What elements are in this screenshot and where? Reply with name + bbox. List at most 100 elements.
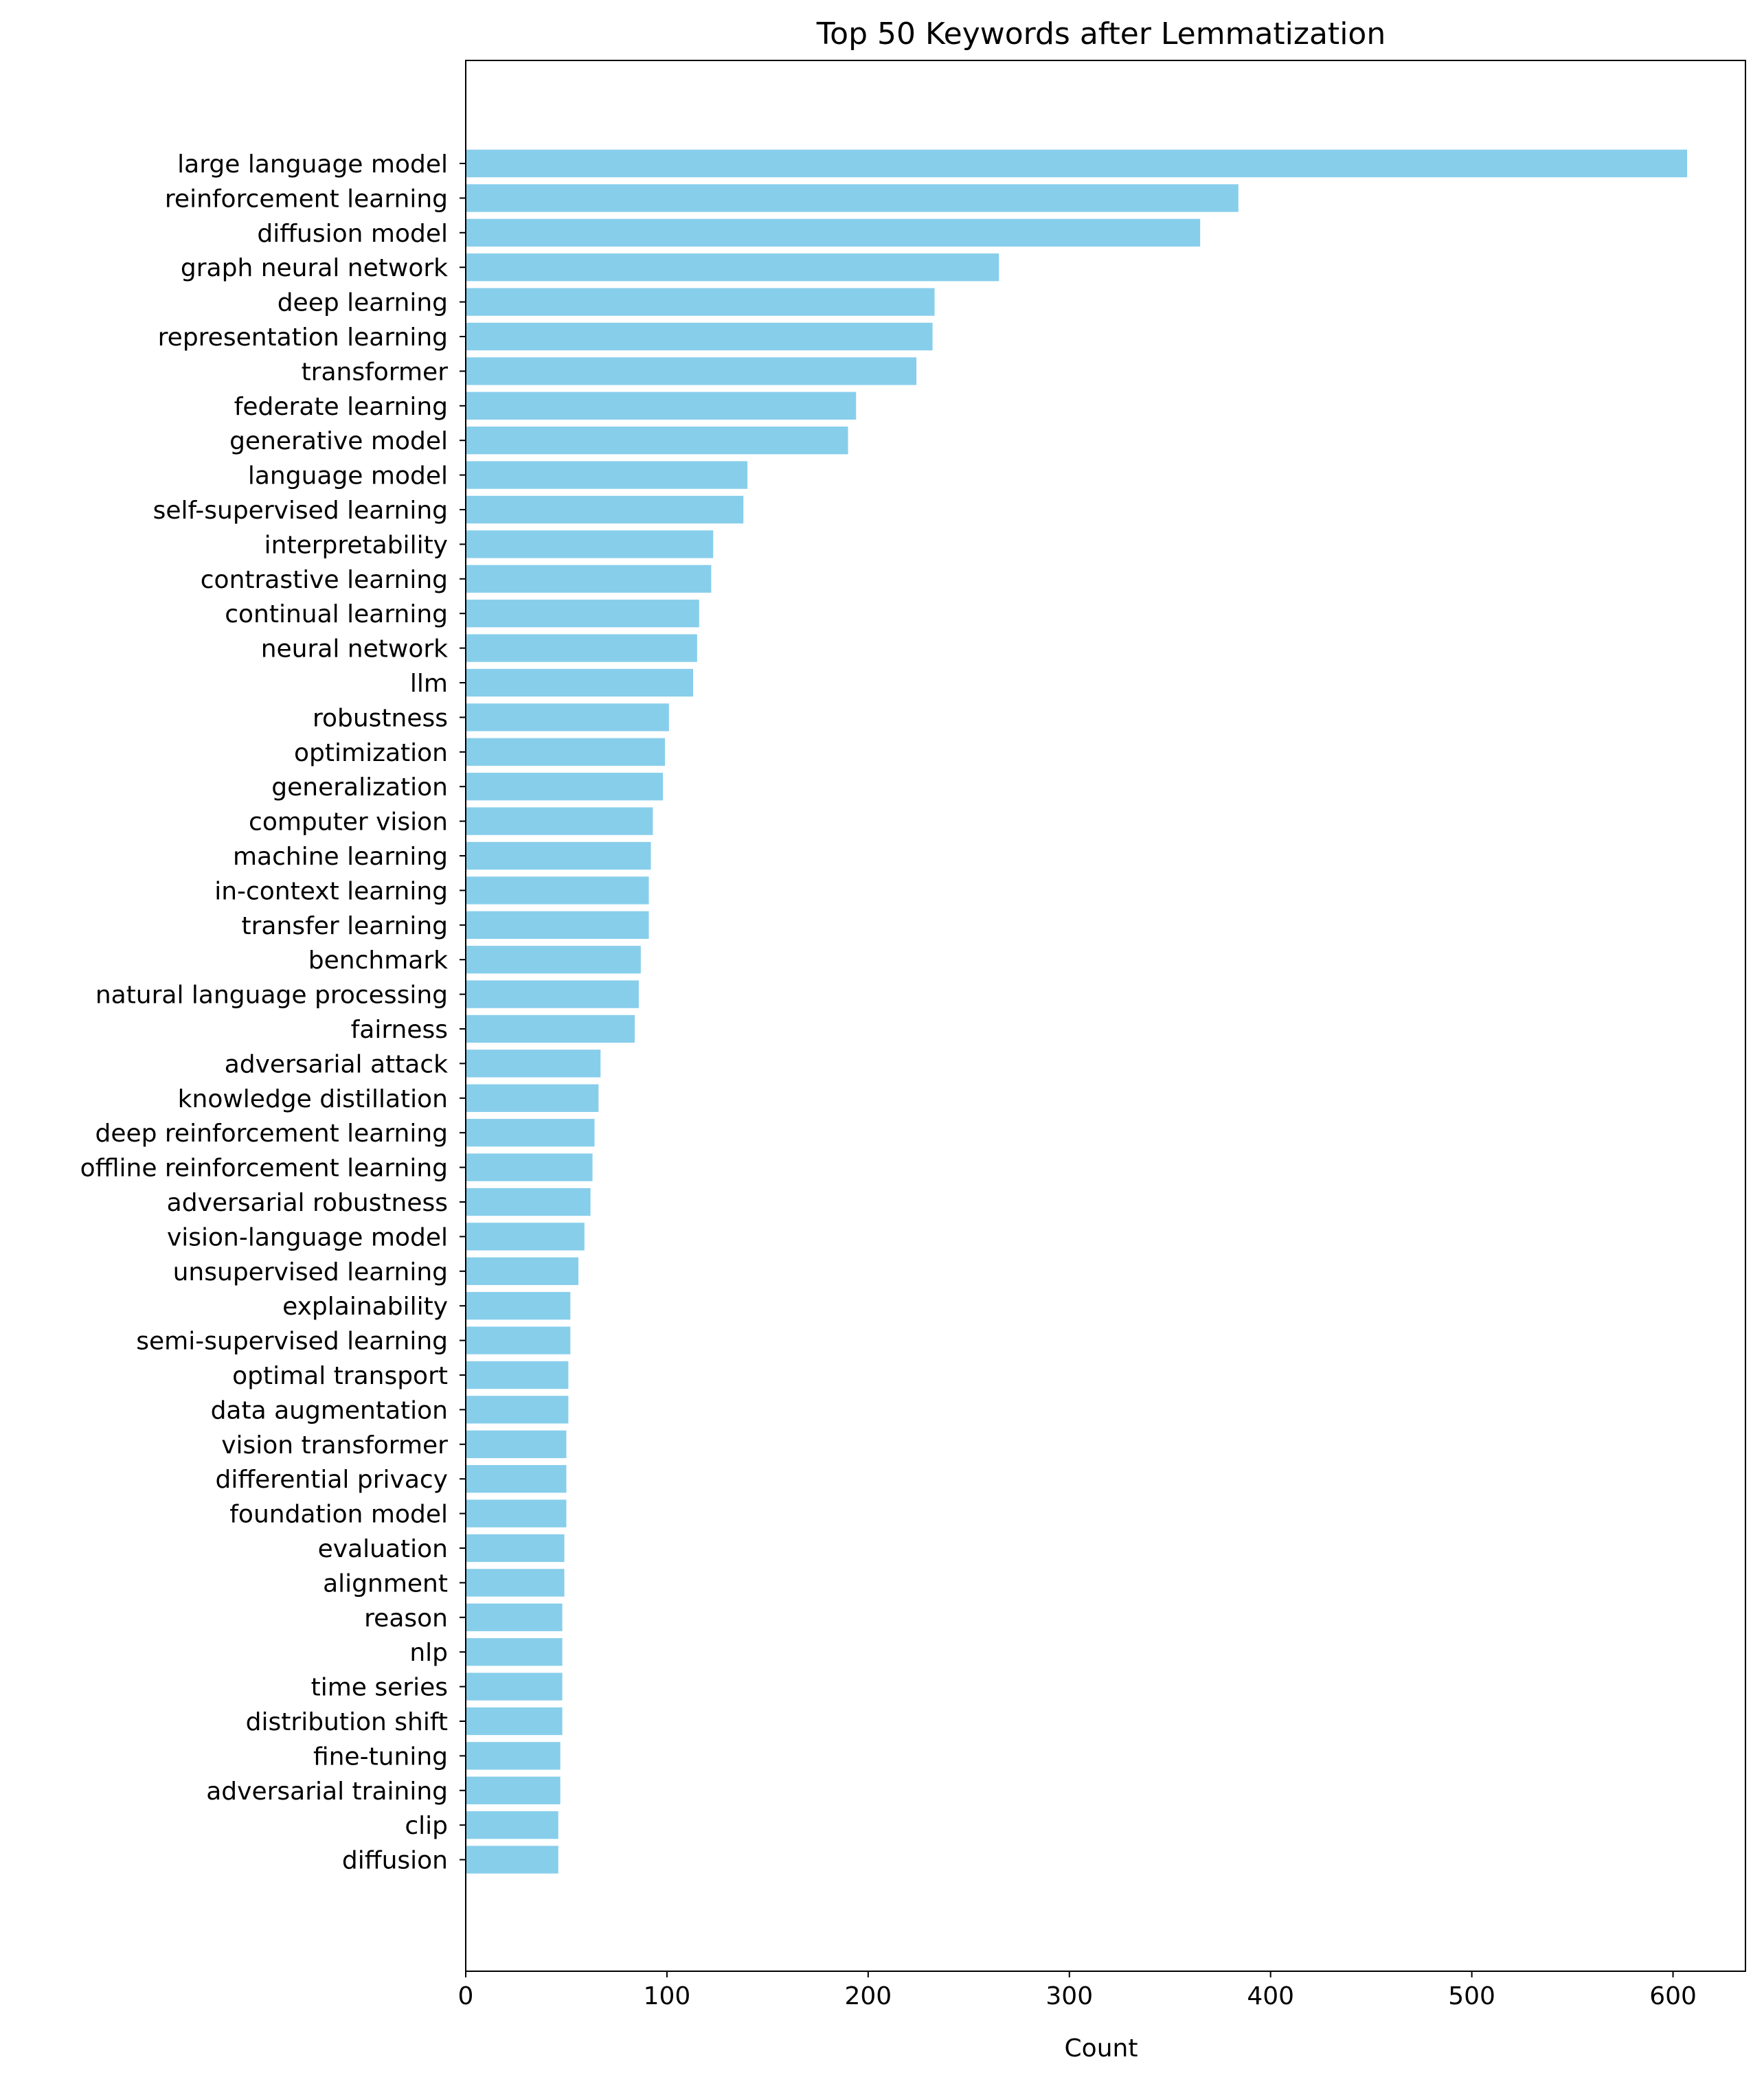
bar (466, 1742, 561, 1770)
x-tick-label: 100 (644, 1982, 691, 2010)
y-tick-label: data augmentation (211, 1396, 448, 1425)
y-tick-label: reinforcement learning (165, 185, 448, 213)
x-axis-label: Count (1065, 2034, 1138, 2063)
y-tick-label: self-supervised learning (153, 497, 448, 525)
bar (466, 1049, 601, 1078)
y-tick-label: unsupervised learning (173, 1258, 448, 1286)
bar (466, 1292, 571, 1320)
bar (466, 288, 935, 316)
y-tick-label: clip (405, 1812, 448, 1840)
bar (466, 1707, 563, 1736)
bar (466, 876, 649, 905)
plot-frame (465, 60, 1746, 1972)
y-tick-label: large language model (177, 150, 448, 179)
y-tick-label: deep learning (278, 289, 448, 317)
y-tick-label: interpretability (264, 531, 448, 559)
x-ticks: 0 100 200 300 400 500 600 (458, 1971, 1697, 2010)
y-tick-label: offline reinforcement learning (80, 1155, 448, 1183)
bar (466, 634, 697, 662)
bar (466, 841, 651, 870)
y-tick-label: adversarial robustness (167, 1189, 448, 1217)
x-tick-label: 400 (1247, 1982, 1294, 2010)
bar (466, 184, 1239, 212)
bar (466, 218, 1201, 247)
bar (466, 1638, 563, 1666)
bar (466, 1223, 585, 1251)
y-tick-label: machine learning (233, 843, 448, 871)
x-tick-label: 0 (458, 1982, 474, 2010)
bars (466, 149, 1688, 1874)
bar (466, 391, 857, 420)
y-tick-labels: large language model reinforcement learni… (80, 150, 466, 1875)
bar (466, 1326, 571, 1354)
bar (466, 322, 933, 351)
bar (466, 149, 1688, 178)
bar (466, 1084, 599, 1112)
bar (466, 911, 649, 939)
bar (466, 1430, 567, 1458)
bar (466, 1846, 558, 1874)
bar (466, 807, 653, 835)
y-tick-label: alignment (323, 1569, 448, 1598)
bar (466, 1396, 569, 1424)
y-tick-label: transformer (302, 358, 449, 386)
bar (466, 1811, 558, 1839)
bar (466, 530, 714, 558)
y-tick-label: language model (248, 462, 448, 490)
bar (466, 1188, 591, 1216)
y-tick-label: in-context learning (214, 877, 448, 905)
chart-title: Top 50 Keywords after Lemmatization (816, 16, 1386, 52)
bar (466, 1569, 565, 1597)
y-tick-label: adversarial training (206, 1778, 448, 1806)
y-tick-label: robustness (313, 704, 448, 732)
y-tick-label: nlp (409, 1639, 448, 1667)
bar (466, 1499, 567, 1528)
x-tick-label: 300 (1045, 1982, 1093, 2010)
bar (466, 1672, 563, 1701)
y-tick-label: differential privacy (215, 1466, 448, 1494)
y-tick-label: semi-supervised learning (136, 1328, 448, 1356)
y-tick-label: generalization (271, 773, 448, 802)
y-tick-label: fine-tuning (313, 1743, 448, 1771)
y-tick-label: optimization (294, 739, 448, 767)
bar (466, 495, 744, 524)
y-tick-label: transfer learning (242, 912, 448, 940)
bar (466, 1257, 579, 1285)
bar (466, 980, 639, 1008)
y-tick-label: computer vision (249, 808, 448, 837)
bar (466, 1361, 569, 1389)
y-tick-label: llm (410, 670, 448, 698)
bar (466, 1776, 561, 1804)
y-tick-label: explainability (282, 1293, 448, 1321)
y-tick-label: foundation model (229, 1501, 448, 1529)
y-tick-label: knowledge distillation (178, 1085, 448, 1113)
bar (466, 253, 999, 282)
y-tick-label: continual learning (225, 600, 448, 628)
y-tick-label: diffusion model (257, 220, 448, 248)
bar (466, 600, 699, 628)
y-tick-label: distribution shift (246, 1708, 448, 1736)
x-tick-label: 600 (1649, 1982, 1697, 2010)
bar (466, 565, 712, 593)
y-tick-label: evaluation (318, 1535, 448, 1563)
bar (466, 1603, 563, 1631)
y-tick-label: deep reinforcement learning (95, 1120, 448, 1148)
y-tick-label: representation learning (158, 324, 448, 352)
y-tick-label: contrastive learning (201, 566, 448, 594)
x-tick-label: 500 (1448, 1982, 1495, 2010)
y-tick-label: natural language processing (95, 981, 448, 1010)
y-tick-label: diffusion (342, 1847, 448, 1875)
bar (466, 703, 669, 731)
bar (466, 427, 848, 455)
bar (466, 773, 664, 801)
y-tick-label: adversarial attack (225, 1050, 448, 1078)
bar (466, 946, 641, 974)
y-tick-label: fairness (351, 1016, 448, 1044)
y-tick-label: optimal transport (232, 1362, 448, 1390)
bar (466, 461, 748, 489)
y-tick-label: vision transformer (221, 1431, 448, 1460)
y-tick-label: benchmark (308, 946, 448, 975)
y-tick-label: generative model (229, 427, 448, 455)
y-tick-label: graph neural network (181, 254, 448, 282)
